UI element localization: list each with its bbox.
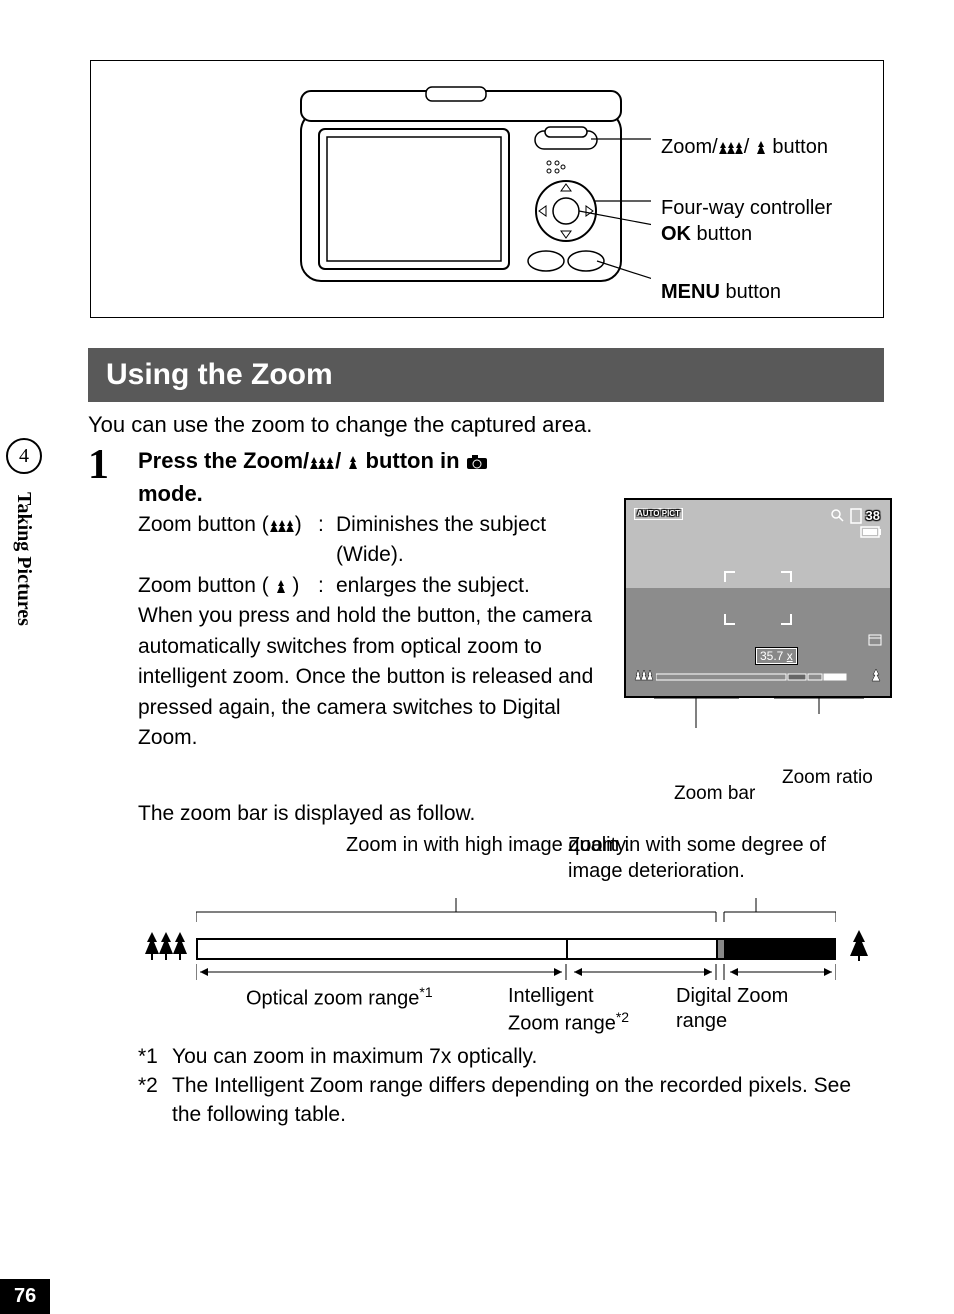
- auto-pict-indicator: AUTO PICT: [634, 508, 683, 520]
- label-deterioration: Zoom in with some degree of image deteri…: [568, 832, 884, 884]
- label-zoom-bar: Zoom bar: [674, 783, 755, 805]
- label-menu-button: MENU button: [661, 281, 781, 304]
- footnote-1: *1 You can zoom in maximum 7x optically.: [138, 1042, 884, 1071]
- section-header: Using the Zoom: [88, 348, 884, 402]
- side-tab: 4 Taking Pictures: [0, 438, 48, 626]
- label-fourway: Four-way controller: [661, 197, 832, 220]
- tree-icon: [848, 928, 870, 962]
- wide-icon: [634, 668, 654, 682]
- zoom-bar: [196, 938, 836, 960]
- label-ok-button: OK button: [661, 223, 752, 246]
- label-zoom-ratio: Zoom ratio: [782, 767, 873, 789]
- trees-icon: [269, 518, 295, 534]
- step-description: Zoom button () : Diminishes the subject …: [138, 510, 608, 754]
- zoom-bar-indicator: [656, 672, 856, 682]
- intro-text: You can use the zoom to change the captu…: [88, 412, 884, 438]
- footnotes: *1 You can zoom in maximum 7x optically.…: [138, 1042, 884, 1130]
- camera-illustration: [291, 81, 651, 301]
- date-icon: [868, 632, 882, 646]
- screen-leader-lines: [624, 698, 892, 744]
- lcd-screen: AUTO PICT 38 35.7 x: [624, 498, 892, 698]
- page-number: 76: [0, 1279, 50, 1314]
- card-icon: [850, 508, 862, 524]
- camera-diagram-box: Zoom// button Four-way controller OK but…: [90, 60, 884, 318]
- tele-icon: [870, 668, 882, 682]
- shot-count: 38: [866, 508, 880, 523]
- battery-icon: [860, 526, 882, 538]
- label-digital-range: Digital Zoomrange: [676, 984, 788, 1034]
- chapter-label: Taking Pictures: [12, 492, 35, 626]
- top-brackets: [196, 892, 836, 932]
- tree-icon: [755, 140, 767, 156]
- zoom-ratio-display: 35.7 x: [756, 648, 797, 664]
- camera-mode-icon: [466, 454, 488, 470]
- trees-icon: [309, 455, 335, 471]
- label-optical-range: Optical zoom range*1: [246, 984, 433, 1012]
- step-number: 1: [88, 444, 138, 754]
- lcd-screenshot: AUTO PICT 38 35.7 x Zoom bar Zoom ratio: [624, 498, 894, 819]
- chapter-number: 4: [6, 438, 42, 474]
- label-zoom-button: Zoom// button: [661, 136, 828, 159]
- tree-icon: [347, 455, 359, 471]
- trees-icon: [718, 140, 744, 156]
- magnify-icon: [830, 508, 844, 522]
- zoom-bar-diagram: Zoom in with high image quality. Zoom in…: [138, 832, 884, 1042]
- trees-icon: [144, 928, 188, 962]
- label-intelligent-range: IntelligentZoom range*2: [508, 984, 629, 1037]
- tree-icon: [275, 579, 287, 595]
- bottom-brackets: [196, 964, 836, 986]
- footnote-2: *2 The Intelligent Zoom range differs de…: [138, 1071, 884, 1130]
- focus-bracket: [723, 570, 793, 626]
